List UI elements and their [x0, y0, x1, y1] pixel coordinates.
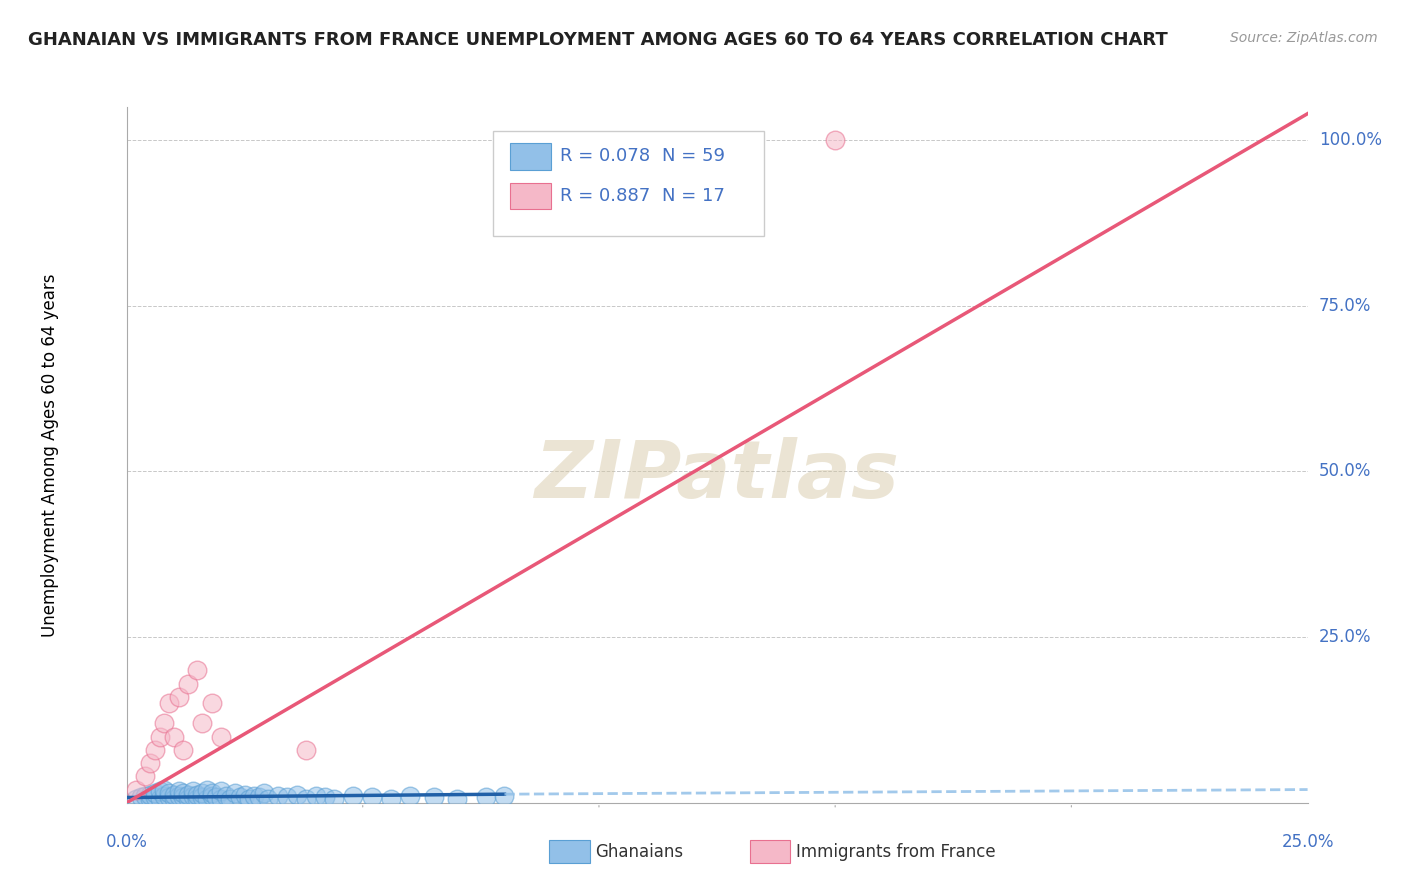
Point [304, 789, 326, 804]
Text: Ghanaians: Ghanaians [595, 843, 683, 861]
Point [186, 663, 208, 677]
Point [191, 786, 214, 800]
Point [172, 743, 194, 757]
Point [186, 792, 208, 806]
Text: N = 59: N = 59 [662, 147, 724, 165]
Text: R = 0.078: R = 0.078 [560, 147, 650, 165]
Point [129, 790, 152, 805]
FancyBboxPatch shape [510, 144, 551, 169]
Point [167, 690, 190, 704]
Point [200, 789, 222, 804]
Point [342, 789, 364, 804]
Point [157, 697, 180, 711]
Point [195, 792, 218, 806]
Point [134, 769, 156, 783]
FancyBboxPatch shape [751, 839, 790, 863]
Point [285, 788, 308, 802]
FancyBboxPatch shape [550, 839, 589, 863]
Point [149, 784, 172, 798]
Point [125, 782, 148, 797]
Point [209, 730, 232, 744]
Point [177, 788, 200, 802]
Point [361, 790, 384, 805]
Point [149, 792, 172, 806]
Point [295, 743, 318, 757]
Point [267, 789, 290, 804]
Point [177, 676, 200, 690]
Point [139, 756, 162, 770]
Text: 0.0%: 0.0% [105, 833, 148, 851]
Point [163, 792, 186, 806]
Point [143, 743, 166, 757]
Point [494, 789, 516, 804]
Point [243, 789, 266, 804]
Point [399, 789, 422, 804]
Text: GHANAIAN VS IMMIGRANTS FROM FRANCE UNEMPLOYMENT AMONG AGES 60 TO 64 YEARS CORREL: GHANAIAN VS IMMIGRANTS FROM FRANCE UNEMP… [28, 31, 1168, 49]
Point [172, 786, 194, 800]
Point [257, 792, 280, 806]
Point [191, 790, 214, 805]
Point [153, 782, 176, 797]
Point [233, 788, 256, 802]
Text: 100.0%: 100.0% [1319, 131, 1382, 149]
Point [229, 790, 252, 805]
FancyBboxPatch shape [510, 183, 551, 210]
Text: Immigrants from France: Immigrants from France [796, 843, 995, 861]
Point [191, 716, 214, 731]
Point [143, 786, 166, 800]
Text: N = 17: N = 17 [662, 187, 724, 205]
Text: Unemployment Among Ages 60 to 64 years: Unemployment Among Ages 60 to 64 years [41, 273, 59, 637]
Point [215, 789, 238, 804]
Text: 75.0%: 75.0% [1319, 297, 1371, 315]
Point [200, 697, 222, 711]
Point [163, 730, 186, 744]
Text: ZIPatlas: ZIPatlas [534, 437, 900, 515]
Point [323, 792, 346, 806]
Point [167, 784, 190, 798]
Point [205, 790, 228, 805]
Point [209, 784, 232, 798]
Point [219, 792, 242, 806]
Point [474, 790, 496, 805]
Point [172, 790, 194, 805]
Point [125, 792, 148, 806]
Point [134, 789, 156, 804]
Point [195, 782, 218, 797]
Point [824, 133, 846, 147]
Text: R = 0.887: R = 0.887 [560, 187, 650, 205]
Text: 25.0%: 25.0% [1281, 833, 1334, 851]
Text: 50.0%: 50.0% [1319, 462, 1371, 481]
Point [186, 788, 208, 802]
Point [209, 792, 232, 806]
Point [153, 716, 176, 731]
Point [139, 788, 162, 802]
Point [181, 789, 204, 804]
Point [200, 786, 222, 800]
Point [252, 786, 274, 800]
Point [247, 790, 270, 805]
Point [139, 792, 162, 806]
Point [181, 784, 204, 798]
Text: Source: ZipAtlas.com: Source: ZipAtlas.com [1230, 31, 1378, 45]
Point [157, 790, 180, 805]
Point [295, 792, 318, 806]
Point [238, 792, 260, 806]
Point [157, 786, 180, 800]
Point [224, 786, 246, 800]
Point [143, 790, 166, 805]
Text: 25.0%: 25.0% [1319, 628, 1371, 646]
Point [314, 790, 336, 805]
Point [163, 788, 186, 802]
Point [276, 790, 298, 805]
Point [422, 790, 444, 805]
Point [153, 789, 176, 804]
Point [177, 792, 200, 806]
Point [167, 789, 190, 804]
FancyBboxPatch shape [492, 131, 765, 235]
Point [446, 792, 468, 806]
Point [380, 792, 402, 806]
Point [149, 730, 172, 744]
